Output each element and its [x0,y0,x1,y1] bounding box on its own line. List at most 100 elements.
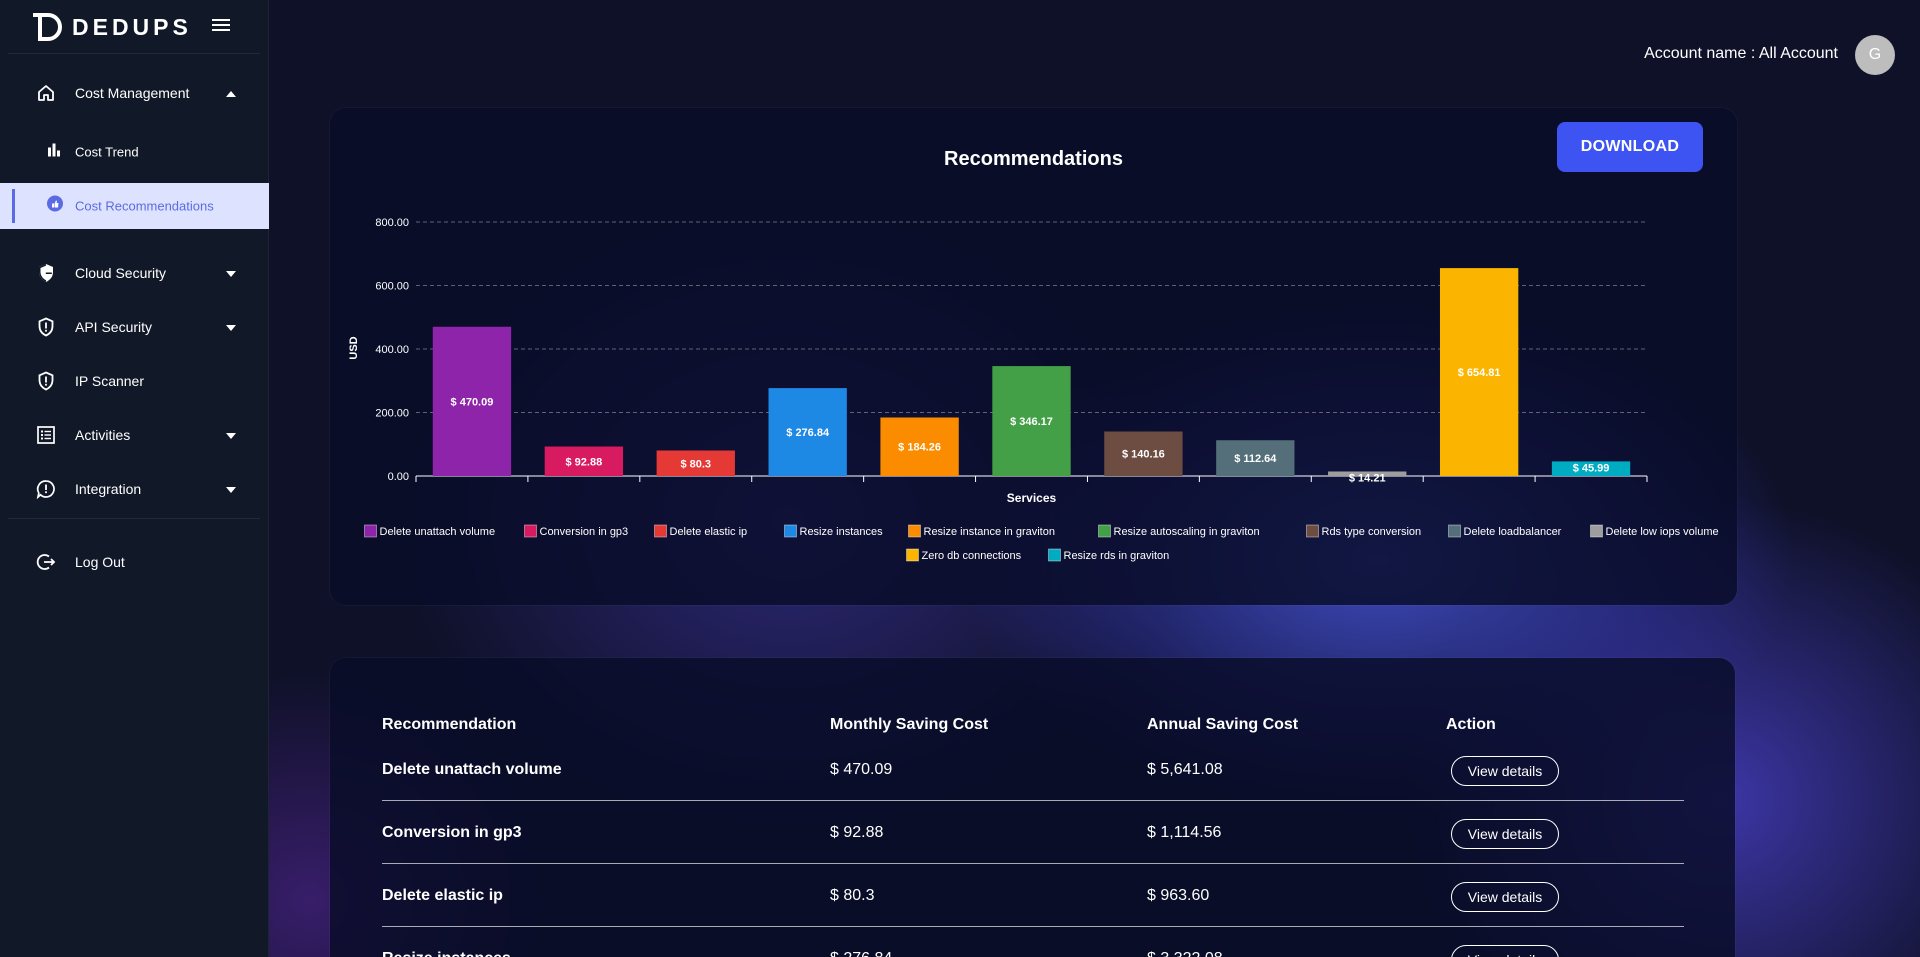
shield-alert-icon [35,370,57,392]
main-content: Account name : All Account G Recommendat… [269,0,1920,957]
bar-data-label: $ 184.26 [898,442,941,454]
dedups-logo-icon [33,13,62,41]
account-name: Account name : All Account [1644,45,1838,62]
bar-data-label: $ 80.3 [680,458,711,470]
table-row: Delete elastic ip $ 80.3 $ 963.60 View d… [382,864,1684,927]
caret-down-icon [226,264,236,282]
sidebar-item-cost-recommendations[interactable]: Cost Recommendations [0,183,269,229]
thumb-up-icon [47,195,63,217]
bar [656,450,735,476]
bar-data-label: $ 276.84 [786,427,830,439]
monthly-cell: $ 92.88 [830,823,884,841]
sidebar-item-cost-trend[interactable]: Cost Trend [0,129,269,175]
legend-swatch [524,524,537,538]
legend-label: Delete loadbalancer [1464,526,1562,538]
view-details-button[interactable]: View details [1451,945,1559,957]
bar [992,366,1071,476]
bar-data-label: $ 654.81 [1458,367,1501,379]
bar [880,417,959,476]
sidebar-item-cost-management[interactable]: Cost Management [0,66,269,120]
legend-swatch [784,524,797,538]
view-details-button[interactable]: View details [1451,882,1559,912]
legend-swatch [906,548,919,562]
sidebar-item-cloud-security[interactable]: Cloud Security [0,246,269,300]
column-header-annual: Annual Saving Cost [1147,716,1299,733]
chart-title: Recommendations [944,148,1123,170]
bar [1439,268,1519,476]
recommendation-cell: Delete unattach volume [382,760,562,778]
recommendations-chart-card: Recommendations DOWNLOAD 0.00 200.00 400.0… [330,108,1737,605]
bar-data-label: $ 14.21 [1349,472,1386,484]
bar [1328,471,1407,476]
sidebar-item-logout[interactable]: Log Out [0,535,269,589]
annual-cell: $ 963.60 [1147,886,1210,904]
sidebar-item-label: Cost Management [75,85,190,101]
legend-label: Conversion in gp3 [540,526,629,538]
row-divider [382,800,1684,801]
sidebar-item-label: IP Scanner [75,373,145,389]
list-icon [35,424,57,446]
legend-swatch [1306,524,1319,538]
legend-swatch [654,524,667,538]
y-axis-title: USD [348,336,360,359]
sidebar-item-label: Cost Trend [75,144,139,160]
view-details-button[interactable]: View details [1451,756,1559,786]
home-icon [35,82,57,104]
caret-up-icon [226,84,236,102]
row-divider [382,863,1684,864]
sidebar-item-label: API Security [75,319,153,335]
sidebar-item-label: Cloud Security [75,265,167,281]
view-details-button[interactable]: View details [1451,819,1559,849]
recommendations-bar-chart: 0.00 200.00 400.00 600.00 800.00 $ 470.09 $ 92… [348,217,1719,562]
avatar[interactable]: G [1855,35,1895,75]
recommendation-cell: Delete elastic ip [382,886,503,904]
recommendation-cell: Resize instances [382,927,511,957]
column-header-recommendation: Recommendation [382,716,517,733]
x-axis-title: Services [1007,491,1057,505]
table-header: Recommendation Monthly Saving Cost Annua… [330,716,1735,746]
bar-data-label: $ 112.64 [1234,453,1277,465]
monthly-cell: $ 276.84 [830,927,892,957]
legend-swatch [1048,548,1061,562]
brand-logo[interactable]: DEDUPS [30,12,192,42]
monthly-cell: $ 80.3 [830,886,875,904]
y-tick-label: 800.00 [375,217,409,229]
brand-divider [8,53,260,54]
legend-label: Resize instances [800,526,884,538]
recommendations-table-card: Recommendation Monthly Saving Cost Annua… [330,658,1735,957]
legend-label: Delete low iops volume [1606,526,1719,538]
sidebar-item-activities[interactable]: Activities [0,408,269,462]
legend-swatch [1098,524,1111,538]
legend-label: Delete elastic ip [670,526,748,538]
legend-swatch [1448,524,1461,538]
brand-name: DEDUPS [72,13,192,40]
row-divider [382,926,1684,927]
sidebar-item-api-security[interactable]: API Security [0,300,269,354]
bar [768,388,847,476]
table-row: Delete unattach volume $ 470.09 $ 5,641.… [382,738,1684,801]
sidebar-item-ip-scanner[interactable]: IP Scanner [0,354,269,408]
download-button[interactable]: DOWNLOAD [1557,122,1703,172]
shield-alert-icon [35,316,57,338]
caret-down-icon [226,480,236,498]
legend-swatch [364,524,377,538]
recommendation-cell: Conversion in gp3 [382,823,522,841]
sidebar-item-label: Cost Recommendations [75,198,214,214]
column-header-monthly: Monthly Saving Cost [830,716,989,733]
bar [432,326,512,476]
legend-label: Delete unattach volume [380,526,496,538]
sidebar-item-label: Log Out [75,554,125,570]
sidebar-item-integration[interactable]: Integration [0,462,269,516]
active-indicator [12,189,15,223]
bar-data-label: $ 470.09 [451,396,494,408]
monthly-cell: $ 470.09 [830,760,893,778]
legend-label: Zero db connections [922,550,1022,562]
legend-swatch [908,524,921,538]
annual-cell: $ 1,114.56 [1147,823,1222,841]
shield-icon [35,262,57,284]
sidebar: DEDUPS Cost Management Cost Trend Cost R… [0,0,269,957]
menu-toggle-button[interactable] [212,18,230,37]
table-row: Conversion in gp3 $ 92.88 $ 1,114.56 Vie… [382,801,1684,864]
bar [1216,440,1295,476]
legend-label: Resize instance in graviton [924,526,1055,538]
